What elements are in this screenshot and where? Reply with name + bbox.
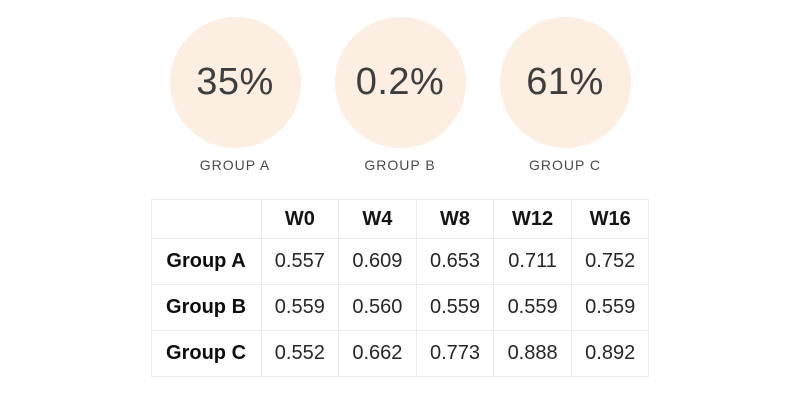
cell-group-b-w12: 0.559	[493, 284, 572, 331]
cell-group-c-w8: 0.773	[415, 330, 495, 377]
kpi-label-b: GROUP B	[364, 157, 436, 173]
column-header-w8: W8	[415, 199, 495, 239]
kpi-circle-a: 35%	[169, 17, 301, 148]
column-header-w0: W0	[260, 199, 340, 239]
cell-group-c-w4: 0.662	[338, 330, 417, 377]
cell-group-c-w12: 0.888	[493, 330, 572, 377]
cell-group-a-w8: 0.653	[415, 238, 495, 285]
row-label-group-c: Group C	[150, 330, 262, 377]
cell-group-a-w12: 0.711	[493, 238, 572, 285]
kpi-circle-b: 0.2%	[334, 17, 466, 148]
kpi-group-a: 35% GROUP A	[169, 17, 301, 173]
table-row-group-a: Group A 0.557 0.609 0.653 0.711 0.752	[150, 238, 650, 285]
cell-group-a-w0: 0.557	[260, 238, 340, 285]
cell-group-b-w8: 0.559	[415, 284, 495, 331]
cell-group-a-w4: 0.609	[338, 238, 417, 285]
kpi-value-a: 35%	[196, 61, 274, 103]
cell-group-c-w16: 0.892	[570, 330, 650, 377]
table-corner-cell	[150, 199, 262, 239]
kpi-value-c: 61%	[526, 61, 604, 103]
row-label-group-a: Group A	[150, 238, 262, 285]
cell-group-b-w0: 0.559	[260, 284, 340, 331]
kpi-group-b: 0.2% GROUP B	[334, 17, 466, 173]
table-row-group-b: Group B 0.559 0.560 0.559 0.559 0.559	[150, 284, 650, 331]
kpi-group-c: 61% GROUP C	[499, 17, 631, 173]
table-header-row: W0 W4 W8 W12 W16	[150, 199, 650, 239]
row-label-group-b: Group B	[150, 284, 262, 331]
values-table: W0 W4 W8 W12 W16 Group A 0.557 0.609 0.6…	[150, 199, 650, 377]
kpi-circle-c: 61%	[499, 17, 631, 148]
column-header-w4: W4	[338, 199, 417, 239]
kpi-circles-row: 35% GROUP A 0.2% GROUP B 61% GROUP C	[0, 0, 800, 173]
column-header-w12: W12	[493, 199, 572, 239]
cell-group-b-w4: 0.560	[338, 284, 417, 331]
table-row-group-c: Group C 0.552 0.662 0.773 0.888 0.892	[150, 330, 650, 377]
kpi-label-c: GROUP C	[528, 157, 602, 173]
column-header-w16: W16	[570, 199, 650, 239]
kpi-label-a: GROUP A	[199, 157, 271, 173]
cell-group-b-w16: 0.559	[570, 284, 650, 331]
cell-group-c-w0: 0.552	[260, 330, 340, 377]
kpi-value-b: 0.2%	[355, 61, 445, 103]
cell-group-a-w16: 0.752	[570, 238, 650, 285]
